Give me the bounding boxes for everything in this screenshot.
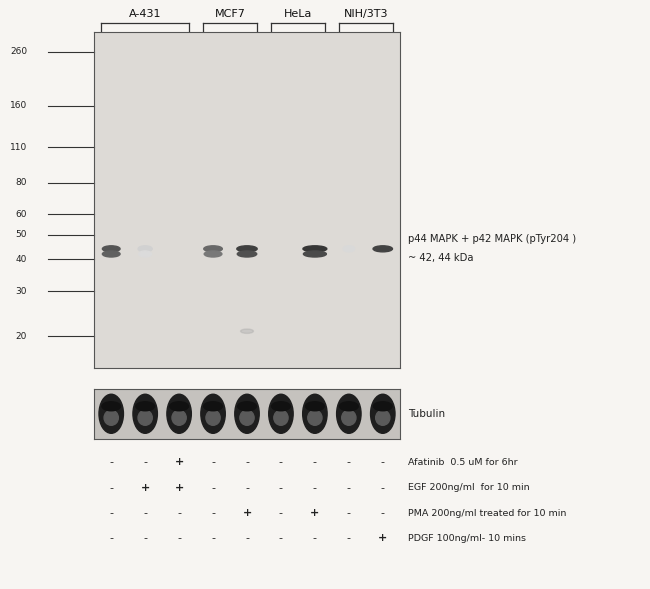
Text: +: + bbox=[174, 458, 184, 467]
Text: PMA 200ng/ml treated for 10 min: PMA 200ng/ml treated for 10 min bbox=[408, 508, 567, 518]
Text: HeLa: HeLa bbox=[284, 9, 312, 19]
Ellipse shape bbox=[206, 411, 220, 425]
Ellipse shape bbox=[303, 394, 327, 434]
Text: 60: 60 bbox=[16, 210, 27, 219]
Ellipse shape bbox=[376, 411, 390, 425]
Text: -: - bbox=[143, 534, 147, 543]
Text: -: - bbox=[381, 483, 385, 492]
Ellipse shape bbox=[240, 411, 254, 425]
Text: -: - bbox=[211, 534, 215, 543]
Ellipse shape bbox=[203, 402, 222, 411]
Text: -: - bbox=[177, 534, 181, 543]
Text: -: - bbox=[143, 508, 147, 518]
Text: -: - bbox=[109, 534, 113, 543]
Ellipse shape bbox=[238, 402, 256, 411]
Text: -: - bbox=[245, 534, 249, 543]
Text: EGF 200ng/ml  for 10 min: EGF 200ng/ml for 10 min bbox=[408, 483, 530, 492]
Ellipse shape bbox=[343, 246, 354, 252]
Text: 110: 110 bbox=[10, 143, 27, 152]
Text: MCF7: MCF7 bbox=[214, 9, 246, 19]
Ellipse shape bbox=[104, 411, 118, 425]
Text: -: - bbox=[381, 458, 385, 467]
Ellipse shape bbox=[306, 402, 324, 411]
Text: +: + bbox=[242, 508, 252, 518]
Text: -: - bbox=[313, 458, 317, 467]
Ellipse shape bbox=[138, 246, 152, 252]
Text: 80: 80 bbox=[16, 178, 27, 187]
Ellipse shape bbox=[204, 246, 222, 252]
Ellipse shape bbox=[307, 411, 322, 425]
Ellipse shape bbox=[172, 411, 187, 425]
Text: -: - bbox=[143, 458, 147, 467]
Text: A-431: A-431 bbox=[129, 9, 161, 19]
Ellipse shape bbox=[240, 329, 254, 333]
Text: PDGF 100ng/ml- 10 mins: PDGF 100ng/ml- 10 mins bbox=[408, 534, 526, 543]
Ellipse shape bbox=[167, 394, 191, 434]
Text: -: - bbox=[279, 483, 283, 492]
Text: +: + bbox=[140, 483, 150, 492]
Ellipse shape bbox=[139, 251, 151, 257]
Ellipse shape bbox=[268, 394, 293, 434]
Text: -: - bbox=[109, 483, 113, 492]
Ellipse shape bbox=[235, 394, 259, 434]
Text: 160: 160 bbox=[10, 101, 27, 110]
Ellipse shape bbox=[99, 394, 124, 434]
Text: 30: 30 bbox=[16, 287, 27, 296]
Text: -: - bbox=[279, 508, 283, 518]
Text: -: - bbox=[177, 508, 181, 518]
Ellipse shape bbox=[102, 402, 120, 411]
Text: -: - bbox=[245, 483, 249, 492]
Text: 20: 20 bbox=[16, 332, 27, 340]
Text: -: - bbox=[211, 483, 215, 492]
Text: 50: 50 bbox=[16, 230, 27, 239]
Ellipse shape bbox=[304, 251, 326, 257]
Text: +: + bbox=[174, 483, 184, 492]
Ellipse shape bbox=[133, 394, 157, 434]
Ellipse shape bbox=[201, 394, 226, 434]
Ellipse shape bbox=[103, 251, 120, 257]
Ellipse shape bbox=[237, 251, 257, 257]
Text: ~ 42, 44 kDa: ~ 42, 44 kDa bbox=[408, 253, 474, 263]
Text: -: - bbox=[279, 534, 283, 543]
Text: +: + bbox=[378, 534, 387, 543]
Ellipse shape bbox=[204, 251, 222, 257]
Text: -: - bbox=[313, 534, 317, 543]
Text: -: - bbox=[347, 458, 351, 467]
Text: -: - bbox=[245, 458, 249, 467]
Text: NIH/3T3: NIH/3T3 bbox=[344, 9, 388, 19]
Text: -: - bbox=[313, 483, 317, 492]
Text: p44 MAPK + p42 MAPK (pTyr204 ): p44 MAPK + p42 MAPK (pTyr204 ) bbox=[408, 234, 577, 243]
Ellipse shape bbox=[370, 394, 395, 434]
Text: -: - bbox=[347, 483, 351, 492]
Ellipse shape bbox=[170, 402, 188, 411]
Ellipse shape bbox=[103, 246, 120, 252]
Ellipse shape bbox=[303, 246, 327, 252]
Ellipse shape bbox=[374, 402, 392, 411]
Text: -: - bbox=[211, 508, 215, 518]
Text: -: - bbox=[347, 534, 351, 543]
Ellipse shape bbox=[337, 394, 361, 434]
Text: -: - bbox=[109, 458, 113, 467]
Text: -: - bbox=[211, 458, 215, 467]
Ellipse shape bbox=[272, 402, 291, 411]
Text: -: - bbox=[347, 508, 351, 518]
Text: Tubulin: Tubulin bbox=[408, 409, 445, 419]
Ellipse shape bbox=[237, 246, 257, 252]
Text: Afatinib  0.5 uM for 6hr: Afatinib 0.5 uM for 6hr bbox=[408, 458, 518, 467]
Text: 260: 260 bbox=[10, 47, 27, 57]
Ellipse shape bbox=[339, 402, 358, 411]
Ellipse shape bbox=[136, 402, 155, 411]
Ellipse shape bbox=[342, 411, 356, 425]
Text: -: - bbox=[381, 508, 385, 518]
Text: -: - bbox=[279, 458, 283, 467]
Text: 40: 40 bbox=[16, 255, 27, 264]
Text: +: + bbox=[310, 508, 320, 518]
Ellipse shape bbox=[373, 246, 393, 252]
Ellipse shape bbox=[274, 411, 288, 425]
Text: -: - bbox=[109, 508, 113, 518]
Ellipse shape bbox=[138, 411, 152, 425]
